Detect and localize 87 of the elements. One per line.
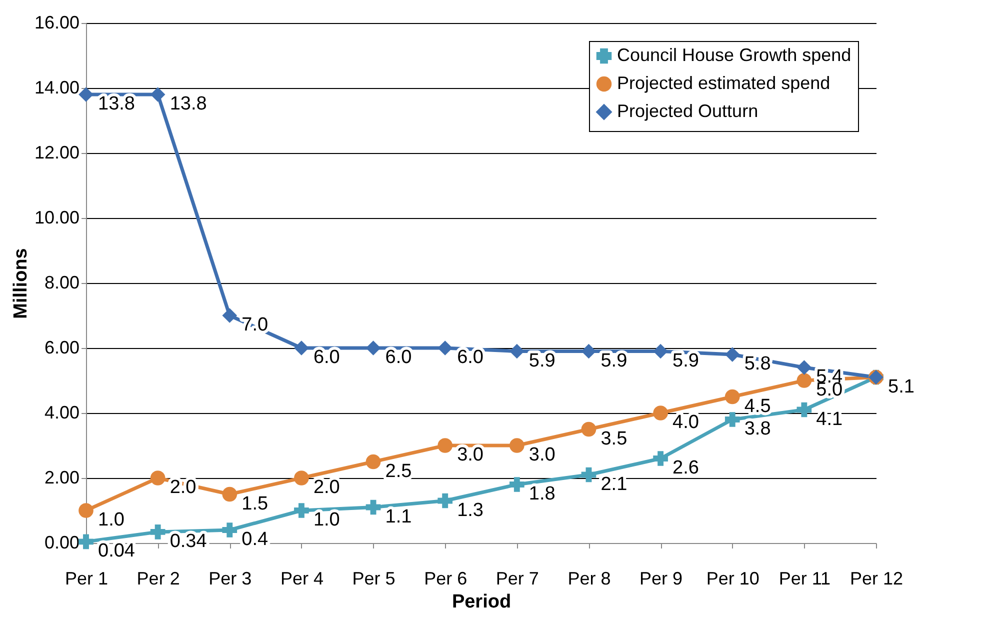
point <box>653 451 668 466</box>
data-label: 1.0 <box>313 510 340 530</box>
data-label: 0.04 <box>98 540 136 562</box>
point <box>724 412 740 427</box>
y-tick-label: 14.00 <box>34 78 80 98</box>
data-label: 0.4 <box>242 529 268 550</box>
point <box>366 454 381 470</box>
x-tick-label: Per 11 <box>778 568 831 588</box>
point <box>438 493 453 508</box>
data-label: 1.5 <box>242 493 268 514</box>
point <box>150 470 166 486</box>
data-label: 3.0 <box>528 444 556 466</box>
point <box>222 308 238 323</box>
point <box>438 340 453 356</box>
point <box>294 470 309 486</box>
point <box>653 344 668 359</box>
point <box>78 503 94 518</box>
point <box>796 360 812 375</box>
point <box>509 344 524 359</box>
point <box>724 389 740 404</box>
point <box>366 500 381 515</box>
x-tick-label: Per 3 <box>208 568 252 588</box>
data-label: 2.6 <box>672 458 699 478</box>
x-tick-label: Per 7 <box>496 568 539 588</box>
data-label: 6.0 <box>457 347 484 368</box>
point <box>796 373 812 388</box>
y-tick-label: 0.00 <box>44 532 80 552</box>
data-label: 1.0 <box>98 510 124 530</box>
y-tick-label: 8.00 <box>44 272 80 292</box>
x-tick-label: Per 4 <box>280 568 324 588</box>
point <box>438 438 453 453</box>
data-label: 2.0 <box>313 477 340 498</box>
data-label: 4.0 <box>672 412 699 433</box>
data-label: 5.1 <box>888 376 914 398</box>
data-label: 5.9 <box>672 350 699 372</box>
data-label: 4.1 <box>816 408 843 430</box>
data-label: 1.3 <box>457 500 484 521</box>
data-label: 3.8 <box>744 418 771 440</box>
point <box>294 503 309 518</box>
point <box>581 344 596 359</box>
point <box>724 347 740 362</box>
y-tick-label: 2.00 <box>44 468 80 488</box>
x-tick-label: Per 6 <box>424 568 468 588</box>
point <box>366 340 381 356</box>
data-label: 1.8 <box>528 484 556 504</box>
point <box>78 534 94 550</box>
data-label: 6.0 <box>385 347 412 368</box>
data-label: 13.8 <box>98 94 135 114</box>
point <box>222 486 238 502</box>
point <box>653 406 668 420</box>
data-label: 5.9 <box>528 350 556 372</box>
data-label: 3.5 <box>600 428 628 450</box>
point <box>581 422 596 437</box>
legend-label: Projected Outturn <box>617 101 758 121</box>
legend-label: Council House Growth spend <box>617 45 852 65</box>
data-label: 3.0 <box>457 444 484 466</box>
x-tick-label: Per 10 <box>706 568 760 588</box>
x-tick-label: Per 2 <box>136 568 180 588</box>
x-tick-label: Per 5 <box>352 568 396 588</box>
point <box>581 467 596 482</box>
point <box>78 87 94 102</box>
point <box>150 87 166 102</box>
y-tick-label: 4.00 <box>44 402 80 422</box>
data-label: 5.9 <box>600 350 628 372</box>
y-axis-title: Millions <box>10 248 32 319</box>
point <box>150 524 166 540</box>
y-tick-label: 12.00 <box>34 142 80 162</box>
x-tick-label: Per 8 <box>568 568 611 588</box>
point <box>509 438 524 453</box>
data-label: 13.8 <box>170 94 207 114</box>
x-tick-label: Per 9 <box>640 568 683 588</box>
x-tick-label: Per 1 <box>64 568 108 588</box>
data-label: 6.0 <box>313 347 340 368</box>
y-tick-label: 6.00 <box>44 338 80 358</box>
point <box>294 340 309 356</box>
x-tick-label: Per 12 <box>850 568 904 588</box>
y-tick-label: 16.00 <box>34 12 80 32</box>
data-label: 4.5 <box>744 396 771 417</box>
legend-label: Projected estimated spend <box>617 73 830 93</box>
point <box>222 522 238 538</box>
point <box>509 477 524 492</box>
point <box>796 402 812 418</box>
data-label: 0.34 <box>170 530 208 552</box>
x-axis-title: Period <box>452 592 512 612</box>
data-label: 1.1 <box>385 506 412 528</box>
y-tick-label: 10.00 <box>34 208 80 228</box>
data-label: 2.5 <box>385 460 412 482</box>
